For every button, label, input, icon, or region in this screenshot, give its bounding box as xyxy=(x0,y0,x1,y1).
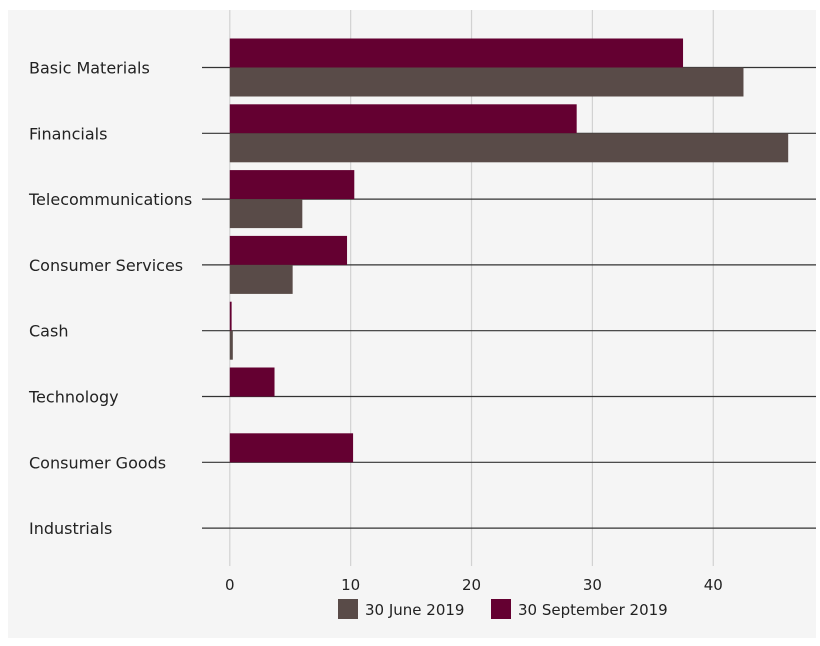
legend-swatch-30-june-2019 xyxy=(338,599,358,619)
bar-sep-2019-basic-materials xyxy=(229,38,684,68)
bar-sep-2019-consumer-goods xyxy=(229,433,354,463)
category-label-technology: Technology xyxy=(28,388,119,407)
category-label-financials: Financials xyxy=(29,124,107,143)
x-tick-label-20: 20 xyxy=(462,576,481,594)
chart-panel: Basic Materials Financials Telecommunicati… xyxy=(8,10,816,638)
bar-sep-2019-consumer-services xyxy=(229,235,348,265)
bar-sep-2019-financials xyxy=(229,104,577,134)
category-label-consumer-goods: Consumer Goods xyxy=(29,453,166,472)
legend-label-30-june-2019: 30 June 2019 xyxy=(365,601,464,619)
bar-sep-2019-cash xyxy=(229,301,232,331)
x-tick-label-30: 30 xyxy=(583,576,602,594)
category-label-industrials: Industrials xyxy=(29,519,112,538)
category-label-telecommunications: Telecommunications xyxy=(28,190,192,209)
category-label-cash: Cash xyxy=(29,322,68,341)
bar-sep-2019-telecommunications xyxy=(229,170,355,200)
bar-chart: Basic Materials Financials Telecommunicati… xyxy=(28,10,816,619)
bar-jun-2019-basic-materials xyxy=(229,67,744,97)
category-layer: Basic Materials Financials Telecommunicati… xyxy=(28,59,192,539)
bars-layer xyxy=(229,38,789,463)
bar-jun-2019-consumer-services xyxy=(229,264,293,294)
category-label-basic-materials: Basic Materials xyxy=(29,59,150,78)
x-tick-label-0: 0 xyxy=(225,576,235,594)
bar-jun-2019-financials xyxy=(229,133,789,163)
bar-jun-2019-telecommunications xyxy=(229,199,303,229)
x-tick-label-40: 40 xyxy=(704,576,723,594)
legend-label-30-september-2019: 30 September 2019 xyxy=(518,601,668,619)
bar-sep-2019-technology xyxy=(229,367,275,397)
x-tick-label-10: 10 xyxy=(341,576,360,594)
category-label-consumer-services: Consumer Services xyxy=(29,256,183,275)
x-tick-layer: 0 10 20 30 40 xyxy=(225,576,723,594)
legend-swatch-30-september-2019 xyxy=(491,599,511,619)
bar-jun-2019-cash xyxy=(229,330,233,360)
legend: 30 June 2019 30 September 2019 xyxy=(338,599,668,619)
